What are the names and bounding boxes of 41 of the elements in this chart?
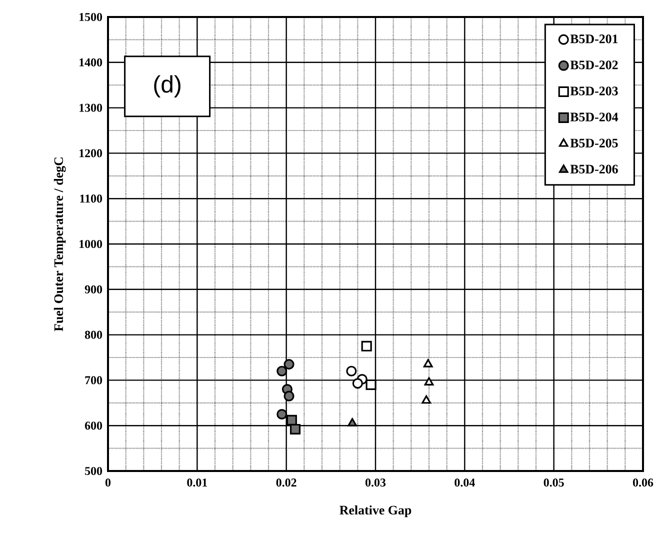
point [348,418,358,426]
legend-label: B5D-205 [570,138,618,148]
x-tick-label: 0.04 [454,478,475,487]
y-tick-label: 900 [84,285,102,294]
legend-label: B5D-203 [570,86,618,96]
point [286,414,297,426]
point [276,408,288,420]
y-tick-label: 600 [84,422,102,430]
x-tick-label: 0.05 [544,478,564,487]
point [352,378,363,389]
point [284,390,294,402]
x-tick-label: 0 [105,478,111,487]
y-tick-label: 500 [85,466,102,476]
y-tick-label: 1500 [80,12,102,22]
y-tick-label: 1400 [80,58,102,66]
y-axis-title: Fuel Outer Temperature / degC [54,158,66,332]
point [423,359,433,368]
y-tick-label: 1100 [80,194,102,203]
y-tick-label: 1200 [80,149,102,158]
legend-label: B5D-204 [570,112,618,122]
annotation: (d) [154,75,180,98]
point [290,424,301,435]
point [366,379,376,390]
x-tick-label: 0.01 [187,478,208,487]
x-tick-label: 0.02 [276,478,296,487]
x-tick-label: 0.06 [632,478,654,487]
point [422,395,432,404]
point [284,359,294,370]
point [276,366,288,376]
legend-label: B5D-201 [570,34,618,44]
x-axis-title: Relative Gap [340,505,412,518]
point [346,366,357,376]
legend-label: B5D-202 [570,60,618,70]
y-tick-label: 700 [85,376,102,384]
y-tick-label: 1300 [80,104,102,112]
legend-label: B5D-206 [570,164,618,174]
y-tick-label: 1000 [80,240,102,248]
x-tick-label: 0.03 [365,478,386,487]
y-tick-label: 800 [84,330,102,339]
point [361,340,372,352]
point [424,377,434,386]
